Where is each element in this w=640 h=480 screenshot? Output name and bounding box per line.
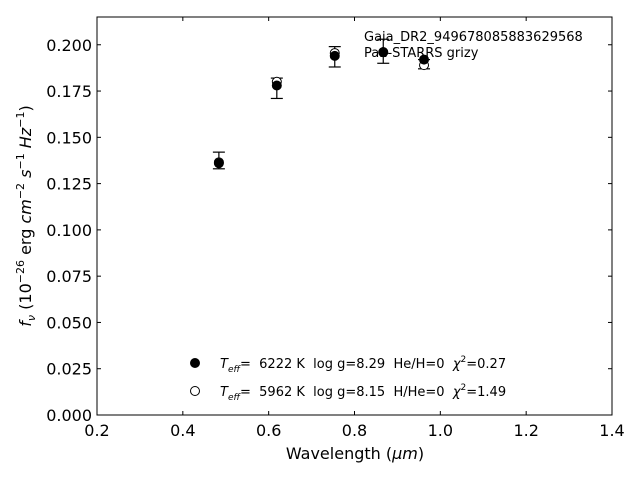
- y-tick-label: 0.075: [46, 267, 92, 286]
- legend-entry-2: Teff= 5962 K log g=8.15 H/He=0 χ2=1.49: [220, 383, 506, 403]
- y-tick-label: 0.050: [46, 313, 92, 332]
- model-point-filled: [271, 80, 282, 91]
- legend: Teff= 6222 K log g=8.29 He/H=0 χ2=0.27 T…: [190, 355, 506, 403]
- chart-title-line-2: Pan-STARRS grizy: [364, 46, 479, 61]
- plot-frame: [96, 16, 613, 416]
- y-tick-label: 0.175: [46, 82, 92, 101]
- legend-marker-open: [190, 386, 200, 396]
- y-tick-label: 0.000: [46, 406, 92, 425]
- y-tick-label: 0.150: [46, 128, 92, 147]
- x-tick-label: 1.2: [513, 421, 538, 440]
- x-tick-label: 0.2: [84, 421, 109, 440]
- x-axis-label: Wavelength (μm): [286, 444, 424, 463]
- chart-title-line-1: Gaia_DR2_949678085883629568: [364, 30, 583, 45]
- x-tick-label: 0.8: [342, 421, 367, 440]
- model-point-filled: [378, 47, 389, 58]
- y-tick-label: 0.200: [46, 36, 92, 55]
- x-tick-label: 0.4: [170, 421, 195, 440]
- y-tick-label: 0.125: [46, 175, 92, 194]
- legend-marker-filled: [190, 358, 200, 368]
- x-tick-label: 1.4: [599, 421, 624, 440]
- x-tick-label: 0.6: [256, 421, 281, 440]
- y-axis-label: fν (10−26 erg cm−2 s−1 Hz−1): [14, 105, 38, 326]
- model-point-filled: [213, 158, 224, 169]
- model-point-filled: [419, 54, 430, 65]
- y-tick-label: 0.025: [46, 360, 92, 379]
- y-tick-label: 0.100: [46, 221, 92, 240]
- x-tick-label: 1.0: [428, 421, 453, 440]
- tick-layer: 0.2 0.4 0.6 0.8 1.0 1.2 1.4 0.000 0.025 0.050 0.07…: [46, 17, 625, 440]
- legend-entry-1: Teff= 6222 K log g=8.29 He/H=0 χ2=0.27: [220, 355, 506, 375]
- model-point-filled: [329, 50, 340, 61]
- data-layer: [212, 38, 431, 170]
